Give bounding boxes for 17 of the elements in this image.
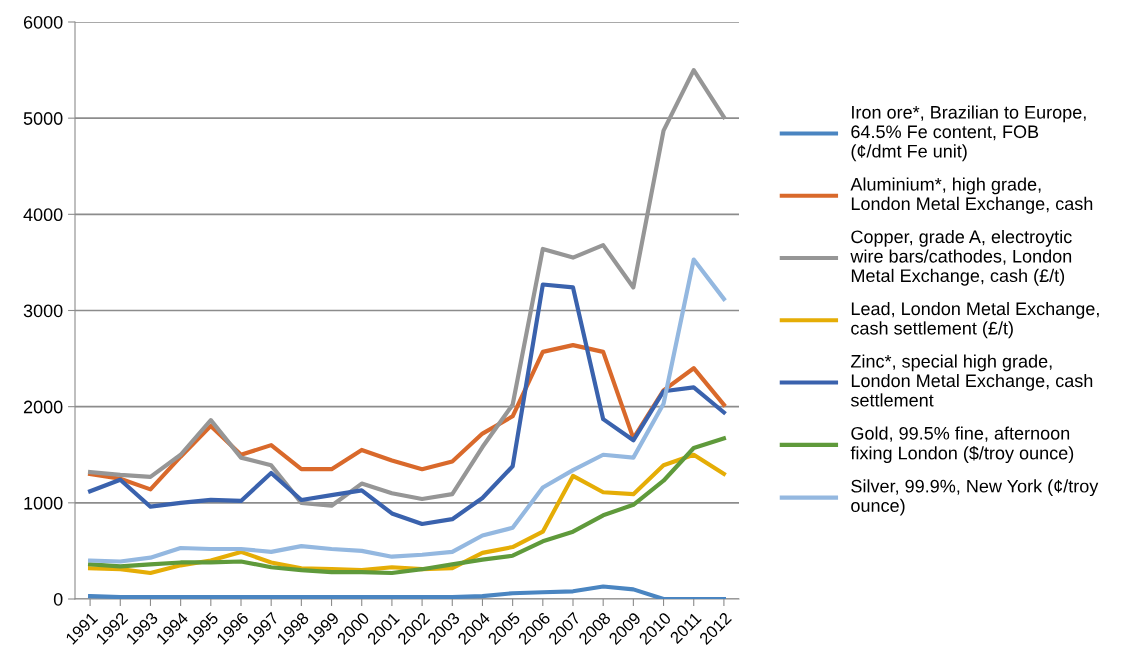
y-tick-label: 4000: [23, 208, 63, 222]
legend-label: Gold, 99.5% fine, afternoon fixing London ($/troy ounce): [850, 426, 1074, 464]
y-tick-label: 6000: [23, 15, 63, 29]
y-tick-label: 1000: [24, 496, 63, 510]
legend-label: Lead, London Metal Exchange, cash settlement (£/t): [851, 301, 1099, 339]
y-tick-label: 5000: [23, 112, 63, 125]
legend-label: Silver, 99.9%, New York (¢/troy ounce): [851, 479, 1099, 516]
legend-label: Zinc*, special high grade, London Metal Exchange, cash settlement: [850, 354, 1093, 407]
line-series: [88, 257, 726, 564]
y-tick-label: 2000: [23, 400, 63, 414]
y-tick-label: 3000: [23, 304, 63, 318]
line-series: [88, 282, 726, 527]
legend-label: Iron ore*, Brazilian to Europe, 64.5% Fe content, FOB (¢/dmt Fe unit): [851, 105, 1086, 162]
legend-label: Copper, grade A, electroytic wire bars/cathodes, London Metal Exchange, cash (£/t): [850, 229, 1072, 286]
legend-label: Aluminium*, high grade, London Metal Exchange, cash: [850, 177, 1093, 214]
y-tick-label: 0: [53, 592, 63, 606]
line-series: [88, 584, 726, 599]
